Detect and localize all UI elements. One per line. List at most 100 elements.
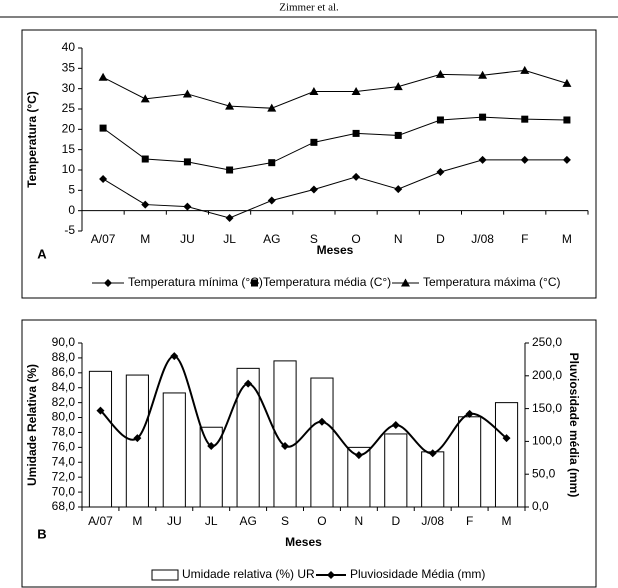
y-tick-label: 74,0: [52, 454, 76, 468]
x-tick-label: A/07: [88, 514, 113, 528]
y-tick-label: 78,0: [52, 425, 76, 439]
y-tick-label: 10: [62, 162, 76, 176]
y-axis-title: Temperatura (°C): [25, 91, 39, 188]
x-tick-label: JL: [223, 232, 236, 246]
marker: [207, 441, 216, 450]
y-tick-label: 84,0: [52, 380, 76, 394]
marker: [99, 124, 107, 132]
x-tick-label: O: [317, 514, 326, 528]
x-tick-label: AG: [263, 232, 280, 246]
series-line: [102, 69, 568, 109]
bar: [162, 392, 186, 508]
y-tick-label: -5: [64, 223, 75, 237]
bar: [494, 402, 519, 508]
legend-label: Pluviosidade Média (mm): [350, 567, 485, 581]
marker: [96, 406, 105, 415]
y2-tick-label: 50,0: [532, 466, 556, 480]
marker: [435, 69, 445, 78]
y-tick-label: 70,0: [52, 484, 76, 498]
bar: [199, 426, 223, 508]
bar: [310, 377, 334, 508]
legend-label: Temperatura média (C°): [263, 275, 391, 289]
running-header: Zimmer et al.: [279, 2, 339, 14]
legend-label: Temperatura máxima (°C): [423, 275, 561, 289]
marker: [391, 421, 400, 429]
y2-tick-label: 0,0: [532, 499, 549, 513]
marker: [170, 352, 179, 361]
legend-marker: [251, 279, 258, 287]
marker: [310, 138, 318, 146]
x-tick-label: M: [502, 514, 512, 528]
y-tick-label: 76,0: [52, 440, 76, 454]
y2-tick-label: 200,0: [532, 368, 562, 382]
marker: [309, 87, 319, 96]
marker: [563, 116, 571, 124]
y-tick-label: 25: [62, 101, 76, 115]
marker: [244, 379, 253, 388]
y-axis-title: Umidade Relativa (%): [25, 364, 39, 486]
marker: [352, 129, 360, 137]
panel-frame: [21, 29, 597, 299]
marker: [394, 131, 402, 139]
marker: [267, 196, 276, 205]
x-tick-label: D: [391, 514, 400, 528]
bar: [347, 446, 371, 508]
y-tick-label: 15: [62, 142, 76, 156]
marker: [141, 200, 150, 209]
marker: [182, 89, 192, 98]
marker: [562, 155, 571, 164]
marker: [225, 101, 235, 110]
marker: [226, 166, 234, 174]
legend-label: Temperatura mínima (°C): [128, 275, 263, 289]
y-tick-label: 88,0: [52, 350, 76, 364]
x-tick-label: M: [140, 232, 150, 246]
x-tick-label: D: [436, 232, 445, 246]
marker: [352, 172, 361, 181]
legend-swatch: [151, 569, 179, 581]
marker: [465, 409, 474, 418]
y-tick-label: 30: [62, 81, 76, 95]
x-tick-label: F: [466, 514, 473, 528]
marker: [354, 451, 363, 460]
legend-marker: [401, 278, 410, 287]
y2-tick-label: 150,0: [532, 401, 562, 415]
y-tick-label: 86,0: [52, 365, 76, 379]
series-line: [102, 116, 567, 171]
marker: [267, 103, 277, 112]
x-tick-label: A/07: [91, 232, 116, 246]
marker: [521, 115, 529, 123]
x-axis-title: Meses: [285, 535, 322, 549]
marker: [99, 174, 108, 183]
marker: [428, 449, 437, 458]
bar: [421, 451, 445, 508]
marker: [183, 158, 191, 166]
marker: [183, 202, 192, 211]
marker: [520, 155, 529, 164]
x-tick-label: S: [310, 232, 318, 246]
marker: [393, 82, 403, 91]
x-tick-label: AG: [239, 514, 256, 528]
marker: [520, 65, 530, 74]
y-tick-label: 82,0: [52, 395, 76, 409]
y-tick-label: 35: [62, 61, 76, 75]
x-axis-title: Meses: [317, 243, 354, 257]
series-line: [99, 355, 508, 457]
marker: [351, 87, 361, 96]
marker: [309, 185, 318, 194]
marker: [478, 70, 488, 79]
panel-label: A: [37, 246, 47, 261]
bar: [384, 433, 408, 508]
legend-marker: [104, 279, 112, 287]
y2-axis-title: Pluviosidade média (mm): [567, 353, 581, 498]
y-tick-label: 5: [68, 183, 75, 197]
bar: [236, 367, 260, 508]
bar: [458, 416, 482, 508]
marker: [140, 94, 150, 103]
x-tick-label: J/08: [421, 514, 444, 528]
x-tick-label: JU: [180, 232, 195, 246]
marker: [141, 155, 149, 163]
legend-label: Umidade relativa (%) UR: [182, 567, 315, 581]
y-tick-label: 0: [68, 203, 75, 217]
marker: [479, 113, 487, 121]
